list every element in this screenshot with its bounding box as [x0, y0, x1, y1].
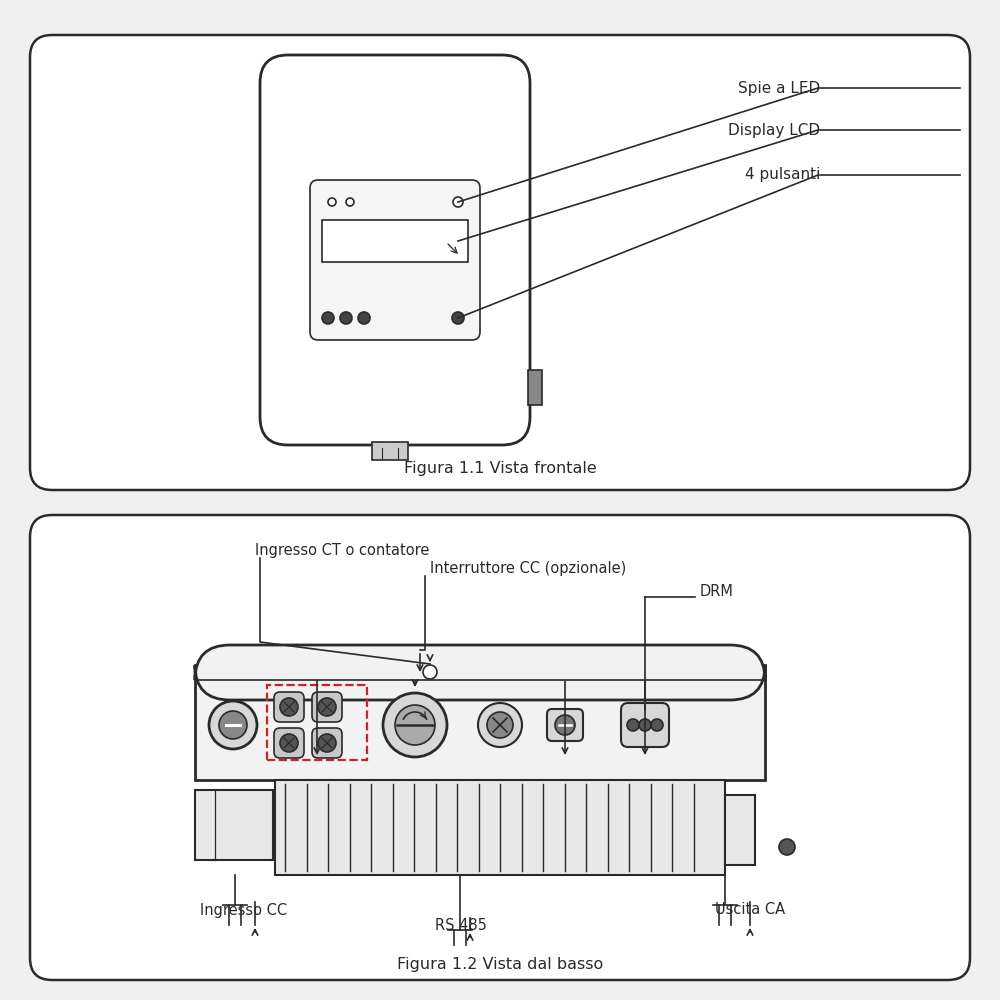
Circle shape	[318, 698, 336, 716]
FancyBboxPatch shape	[274, 692, 304, 722]
Text: Interruttore CC (opzionale): Interruttore CC (opzionale)	[430, 560, 626, 576]
FancyBboxPatch shape	[274, 728, 304, 758]
Circle shape	[452, 312, 464, 324]
Circle shape	[779, 839, 795, 855]
FancyBboxPatch shape	[547, 709, 583, 741]
Circle shape	[340, 312, 352, 324]
Circle shape	[318, 734, 336, 752]
Circle shape	[328, 198, 336, 206]
Circle shape	[322, 312, 334, 324]
Bar	[195, 665, 765, 780]
Text: Figura 1.2 Vista dal basso: Figura 1.2 Vista dal basso	[397, 957, 603, 972]
Circle shape	[423, 665, 437, 679]
Text: DRM: DRM	[700, 584, 734, 599]
Text: Uscita CA: Uscita CA	[715, 902, 785, 918]
Circle shape	[219, 711, 247, 739]
Text: 4 pulsanti: 4 pulsanti	[745, 167, 820, 182]
Text: Ingresso CC: Ingresso CC	[200, 902, 287, 918]
Bar	[275, 780, 725, 875]
Circle shape	[395, 705, 435, 745]
FancyBboxPatch shape	[310, 180, 480, 340]
Circle shape	[487, 712, 513, 738]
Circle shape	[280, 734, 298, 752]
Bar	[267, 685, 367, 760]
Circle shape	[639, 719, 651, 731]
Circle shape	[358, 312, 370, 324]
Circle shape	[478, 703, 522, 747]
FancyBboxPatch shape	[30, 35, 970, 490]
Circle shape	[280, 698, 298, 716]
FancyBboxPatch shape	[260, 55, 530, 445]
Text: Figura 1.1 Vista frontale: Figura 1.1 Vista frontale	[404, 461, 596, 476]
Text: Display LCD: Display LCD	[728, 122, 820, 137]
FancyBboxPatch shape	[30, 515, 970, 980]
Bar	[372, 442, 408, 460]
FancyBboxPatch shape	[312, 728, 342, 758]
Text: RS 485: RS 485	[435, 918, 487, 932]
Circle shape	[383, 693, 447, 757]
Bar	[725, 795, 755, 865]
FancyBboxPatch shape	[621, 703, 669, 747]
Circle shape	[453, 197, 463, 207]
FancyBboxPatch shape	[312, 692, 342, 722]
Circle shape	[651, 719, 663, 731]
Circle shape	[627, 719, 639, 731]
Text: Spie a LED: Spie a LED	[738, 81, 820, 96]
Bar	[528, 370, 542, 405]
Circle shape	[209, 701, 257, 749]
FancyBboxPatch shape	[195, 645, 765, 700]
Circle shape	[346, 198, 354, 206]
Bar	[322, 220, 468, 262]
Text: Ingresso CT o contatore: Ingresso CT o contatore	[255, 542, 429, 558]
Bar	[195, 790, 273, 860]
Circle shape	[555, 715, 575, 735]
